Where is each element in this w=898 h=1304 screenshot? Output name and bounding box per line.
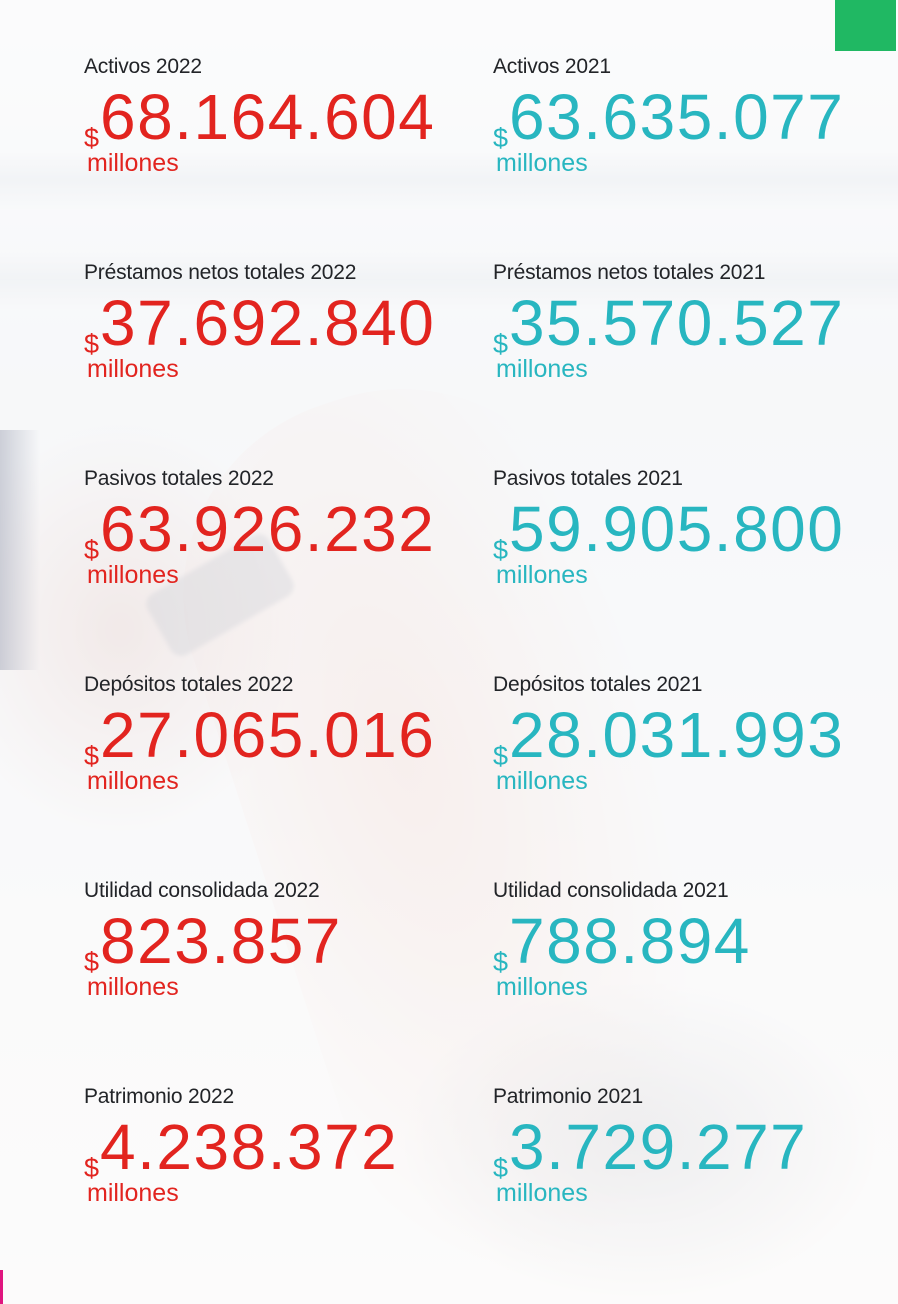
stat-pasivos-2021: Pasivos totales 2021 $59.905.800 millone… [493,464,898,670]
stat-label: Pasivos totales 2021 [493,467,683,490]
stat-label: Pasivos totales 2022 [84,467,274,490]
stat-patrimonio-2021: Patrimonio 2021 $3.729.277 millones [493,1082,898,1288]
stat-value: 28.031.993 [509,699,845,771]
stat-value: 59.905.800 [509,493,845,565]
green-corner-tab [835,0,896,51]
stat-label: Depósitos totales 2021 [493,673,703,696]
stat-unit: millones [87,1179,179,1207]
stat-value: 37.692.840 [100,287,436,359]
currency-symbol: $ [493,123,509,153]
stat-utilidad-2022: Utilidad consolidada 2022 $823.857 millo… [84,876,493,1082]
stat-value: 35.570.527 [509,287,845,359]
stat-value: 63.635.077 [509,81,845,153]
stat-activos-2021: Activos 2021 $63.635.077 millones [493,52,898,258]
stat-label: Utilidad consolidada 2022 [84,879,320,902]
stat-unit: millones [496,149,588,177]
stat-label: Préstamos netos totales 2021 [493,261,766,284]
stat-unit: millones [87,767,179,795]
stat-unit: millones [87,561,179,589]
stat-value: 4.238.372 [100,1111,399,1183]
stat-value: 68.164.604 [100,81,436,153]
stat-value: 27.065.016 [100,699,436,771]
financial-highlights-grid: Activos 2022 $68.164.604 millones Activo… [84,52,898,1288]
stat-depositos-2021: Depósitos totales 2021 $28.031.993 millo… [493,670,898,876]
stat-unit: millones [496,561,588,589]
stat-value: 788.894 [509,905,751,977]
stat-utilidad-2021: Utilidad consolidada 2021 $788.894 millo… [493,876,898,1082]
stat-unit: millones [496,767,588,795]
stat-label: Patrimonio 2022 [84,1085,234,1108]
stat-value: 63.926.232 [100,493,436,565]
currency-symbol: $ [493,329,509,359]
stat-unit: millones [496,973,588,1001]
currency-symbol: $ [493,741,509,771]
stat-pasivos-2022: Pasivos totales 2022 $63.926.232 millone… [84,464,493,670]
stat-prestamos-2022: Préstamos netos totales 2022 $37.692.840… [84,258,493,464]
currency-symbol: $ [84,535,100,565]
pink-edge-marker [0,1270,3,1304]
currency-symbol: $ [84,947,100,977]
stat-prestamos-2021: Préstamos netos totales 2021 $35.570.527… [493,258,898,464]
currency-symbol: $ [84,329,100,359]
currency-symbol: $ [493,947,509,977]
stat-label: Activos 2021 [493,55,611,78]
stat-unit: millones [87,355,179,383]
stat-value: 823.857 [100,905,342,977]
currency-symbol: $ [84,123,100,153]
currency-symbol: $ [493,535,509,565]
stat-unit: millones [87,149,179,177]
stat-unit: millones [496,355,588,383]
stat-patrimonio-2022: Patrimonio 2022 $4.238.372 millones [84,1082,493,1288]
stat-unit: millones [496,1179,588,1207]
stat-label: Patrimonio 2021 [493,1085,643,1108]
stat-label: Préstamos netos totales 2022 [84,261,357,284]
stat-unit: millones [87,973,179,1001]
stat-label: Utilidad consolidada 2021 [493,879,729,902]
stat-label: Depósitos totales 2022 [84,673,294,696]
stat-depositos-2022: Depósitos totales 2022 $27.065.016 millo… [84,670,493,876]
stat-activos-2022: Activos 2022 $68.164.604 millones [84,52,493,258]
currency-symbol: $ [84,741,100,771]
currency-symbol: $ [84,1153,100,1183]
stat-value: 3.729.277 [509,1111,808,1183]
stat-label: Activos 2022 [84,55,202,78]
currency-symbol: $ [493,1153,509,1183]
